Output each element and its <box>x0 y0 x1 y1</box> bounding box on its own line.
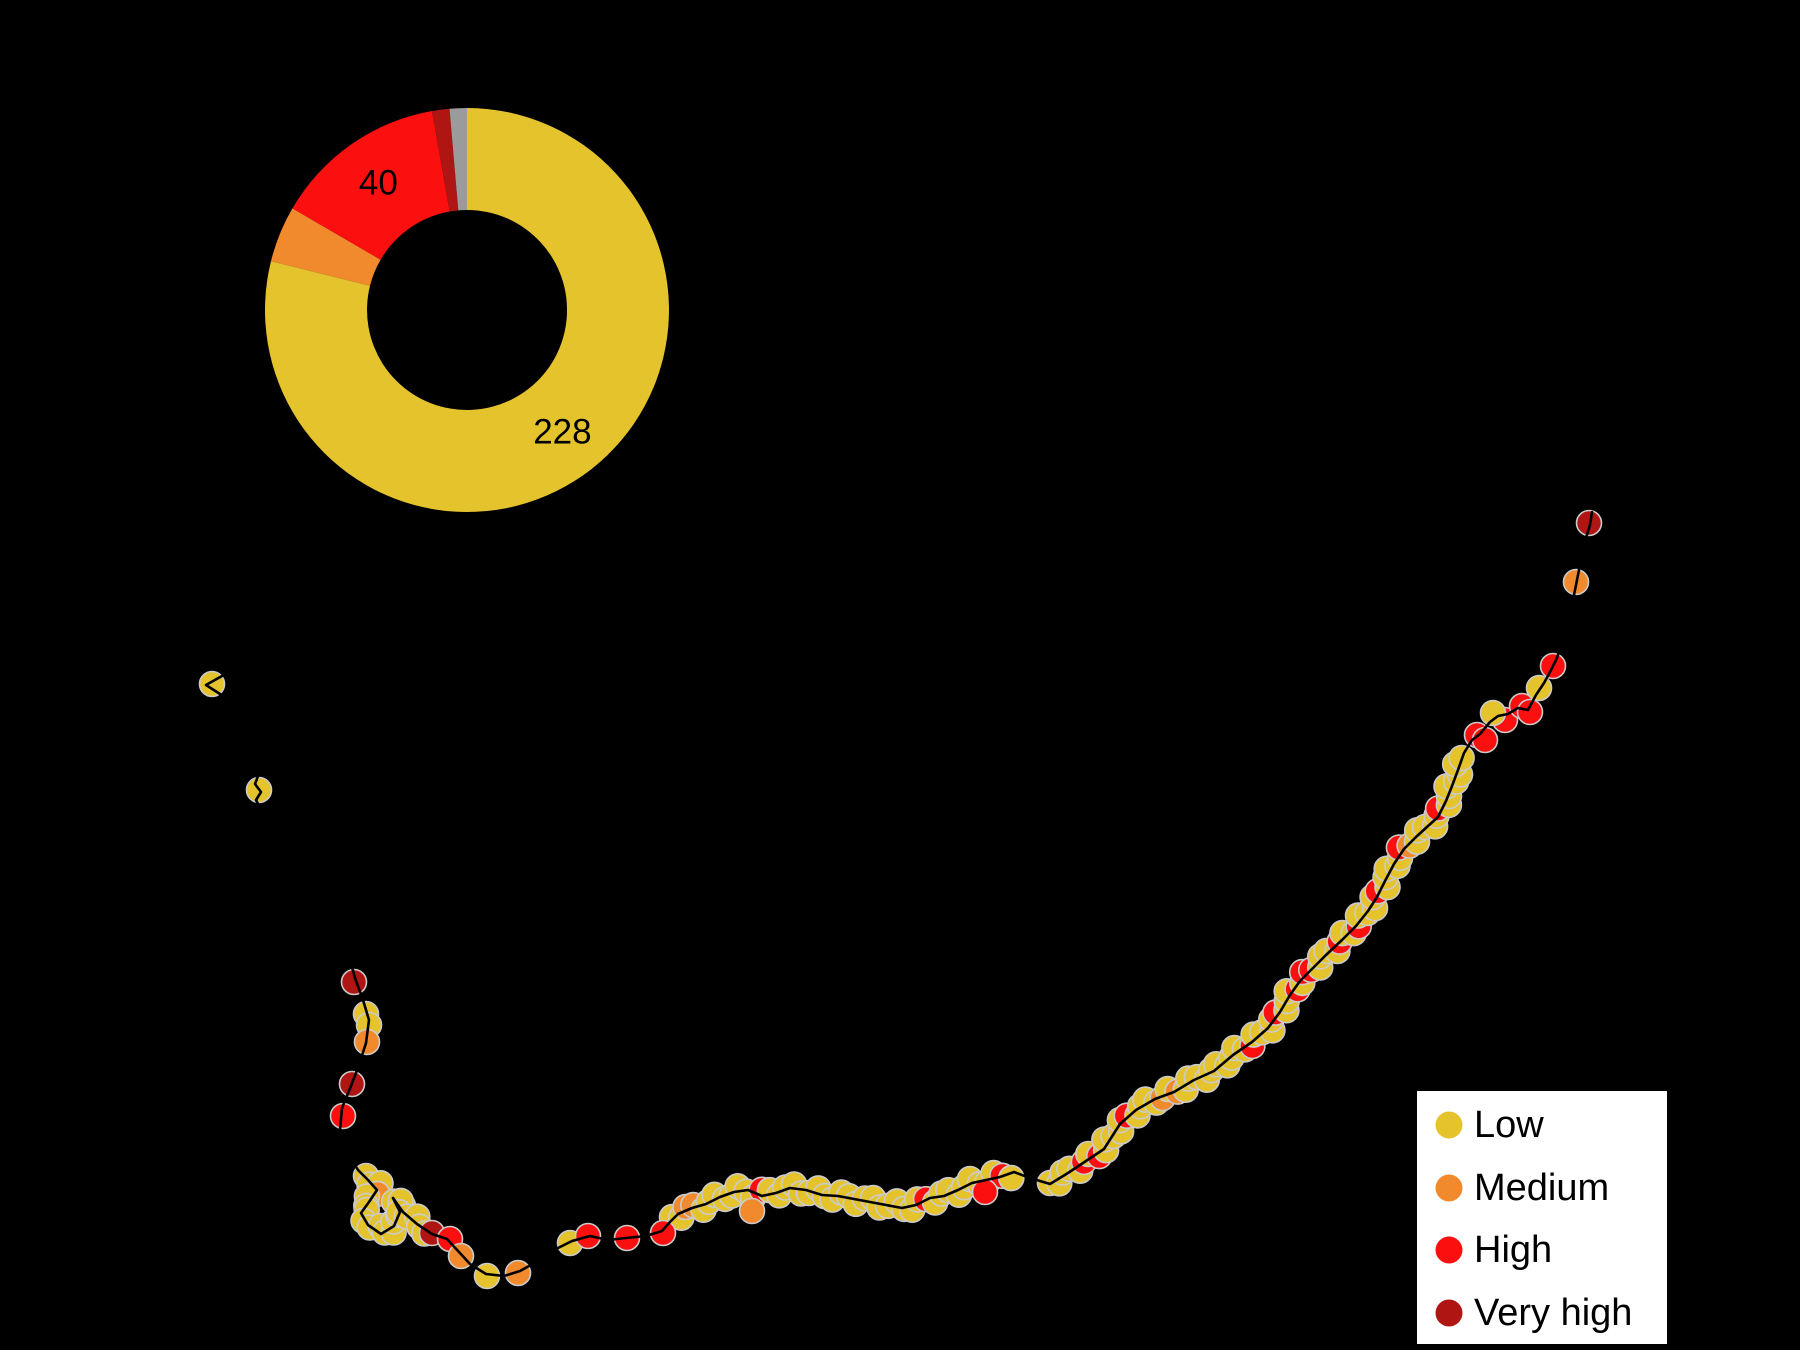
map-dot-medium <box>738 1197 766 1225</box>
donut-segment-very-high <box>432 108 459 212</box>
legend-label-high: High <box>1474 1229 1552 1271</box>
legend-swatch-medium-icon <box>1435 1174 1463 1202</box>
legend-label-very-high: Very high <box>1474 1292 1632 1334</box>
map-dot-medium <box>504 1259 532 1287</box>
legend: Low Medium High Very high <box>1417 1091 1667 1344</box>
map-dot-low <box>997 1164 1025 1192</box>
map-dot-high <box>1516 698 1544 726</box>
coastline-path <box>338 510 1594 1278</box>
donut-value-label-low: 228 <box>533 413 591 452</box>
map-dot-high <box>1471 726 1499 754</box>
donut-segment-low <box>264 108 669 512</box>
map-dot-low <box>1479 699 1507 727</box>
map-dot-high <box>649 1219 677 1247</box>
donut-segment-no-data <box>449 108 467 211</box>
donut-segment-high <box>292 111 450 260</box>
donut-value-label-high: 40 <box>359 163 398 202</box>
legend-swatch-high-icon <box>1435 1236 1463 1264</box>
legend-swatch-very-high-icon <box>1435 1299 1463 1327</box>
donut-chart: 228 40 <box>264 108 669 512</box>
legend-label-low: Low <box>1474 1104 1544 1146</box>
legend-swatch-low-icon <box>1435 1111 1463 1139</box>
coastline-map <box>198 509 1603 1290</box>
coastline-path <box>204 674 224 696</box>
legend-label-medium: Medium <box>1474 1167 1609 1209</box>
map-dot-low <box>1525 674 1553 702</box>
donut-segment-medium <box>271 208 381 286</box>
coastline-path <box>253 774 263 810</box>
